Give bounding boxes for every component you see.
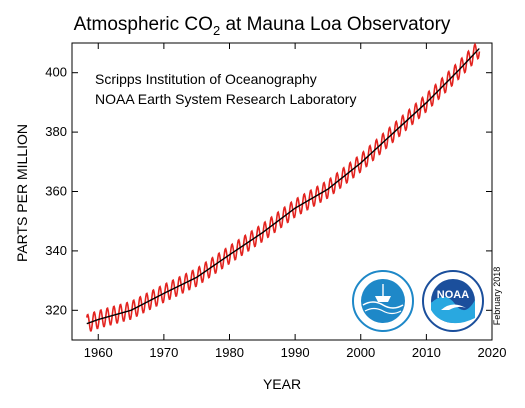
x-tick-label: 1970 (149, 345, 178, 360)
axis-ticks: 1960 1970 1980 1990 2000 2010 2020 320 340 360 380… (45, 43, 506, 360)
monthly-co2-series (85, 42, 481, 332)
x-tick-label: 1980 (215, 345, 244, 360)
x-axis-label: YEAR (263, 376, 301, 392)
subtitle-noaa: NOAA Earth System Research Laboratory (95, 91, 356, 107)
y-tick-label: 400 (45, 65, 67, 80)
chart-title-main: Atmospheric CO (74, 14, 213, 35)
chart-title-subscript: 2 (213, 23, 220, 38)
y-tick-label: 360 (45, 184, 67, 199)
y-tick-label: 320 (45, 302, 67, 317)
x-tick-label: 2010 (412, 345, 441, 360)
annual-trend-series (86, 48, 480, 325)
scripps-logo-icon (352, 270, 414, 332)
chart-title: Atmospheric CO2 at Mauna Loa Observatory (74, 14, 451, 38)
x-tick-label: 1990 (281, 345, 310, 360)
x-tick-label: 2020 (478, 345, 507, 360)
chart-title-rest: at Mauna Loa Observatory (220, 14, 451, 35)
y-axis-label: PARTS PER MILLION (14, 124, 30, 262)
y-tick-label: 340 (45, 243, 67, 258)
x-tick-label: 2000 (346, 345, 375, 360)
y-tick-label: 380 (45, 124, 67, 139)
noaa-logo-text: NOAA (437, 289, 469, 301)
noaa-logo-icon: NOAA (422, 270, 484, 332)
x-tick-label: 1960 (84, 345, 113, 360)
subtitle-scripps: Scripps Institution of Oceanography (95, 71, 317, 87)
date-stamp: February 2018 (492, 267, 502, 326)
